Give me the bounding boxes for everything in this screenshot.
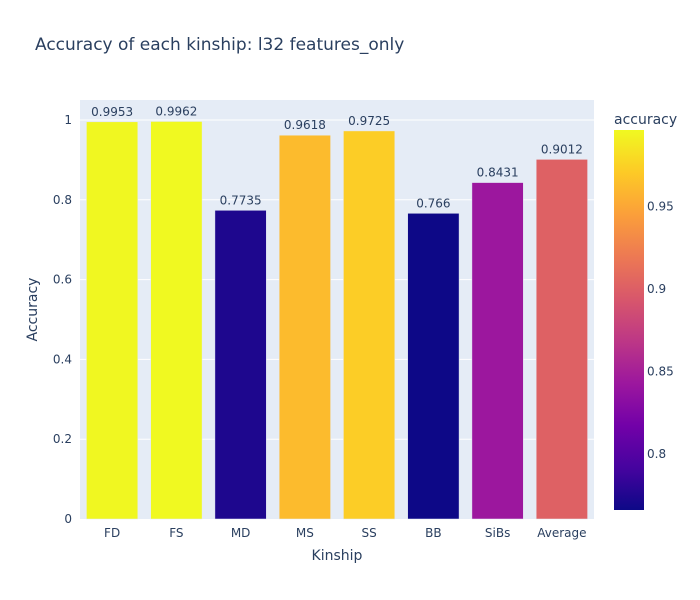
data-label: 0.8431 xyxy=(477,166,519,180)
colorbar-tick-label: 0.95 xyxy=(647,199,674,213)
y-tick-label: 0 xyxy=(64,512,72,526)
data-label: 0.766 xyxy=(416,196,450,210)
data-label: 0.9012 xyxy=(541,142,583,156)
colorbar-scale xyxy=(614,130,644,510)
bar-fs xyxy=(150,121,203,520)
bar-sibs xyxy=(471,182,524,520)
colorbar-tick-label: 0.9 xyxy=(647,282,666,296)
y-tick-label: 0.8 xyxy=(53,193,72,207)
bar-md xyxy=(214,210,267,520)
y-axis-title: Accuracy xyxy=(25,278,41,342)
y-tick-label: 0.2 xyxy=(53,432,72,446)
colorbar-tick-label: 0.8 xyxy=(647,447,666,461)
data-label: 0.7735 xyxy=(220,193,262,207)
chart-title: Accuracy of each kinship: l32 features_o… xyxy=(35,35,404,55)
x-tick-label: SS xyxy=(362,526,377,540)
x-tick-label: FS xyxy=(169,526,183,540)
bar-average xyxy=(535,159,588,520)
colorbar-title: accuracy xyxy=(614,112,677,128)
x-axis-ticks: FD FS MD MS SS BB SiBs Average xyxy=(104,526,586,540)
colorbar: accuracy 0.8 0.85 0.9 0.95 xyxy=(614,112,677,510)
data-label: 0.9725 xyxy=(348,114,390,128)
bar-ms xyxy=(278,134,331,520)
x-tick-label: BB xyxy=(425,526,441,540)
y-tick-label: 0.4 xyxy=(53,352,72,366)
bar-bb xyxy=(407,213,460,520)
x-tick-label: Average xyxy=(537,526,586,540)
x-axis-title: Kinship xyxy=(312,548,363,564)
colorbar-ticks: 0.8 0.85 0.9 0.95 xyxy=(647,199,674,461)
bar-fd xyxy=(86,121,139,520)
y-axis-ticks: 0 0.2 0.4 0.6 0.8 1 xyxy=(53,113,72,526)
x-tick-label: FD xyxy=(104,526,120,540)
data-label: 0.9953 xyxy=(91,105,133,119)
y-tick-label: 0.6 xyxy=(53,273,72,287)
data-label: 0.9618 xyxy=(284,118,326,132)
data-label: 0.9962 xyxy=(155,104,197,118)
bars xyxy=(86,121,588,520)
y-tick-label: 1 xyxy=(64,113,72,127)
colorbar-tick-label: 0.85 xyxy=(647,364,674,378)
x-tick-label: MS xyxy=(296,526,314,540)
bar-ss xyxy=(343,130,396,520)
x-tick-label: MD xyxy=(231,526,251,540)
x-tick-label: SiBs xyxy=(485,526,510,540)
data-labels: 0.9953 0.9962 0.7735 0.9618 0.9725 0.766 0.843… xyxy=(91,104,583,210)
